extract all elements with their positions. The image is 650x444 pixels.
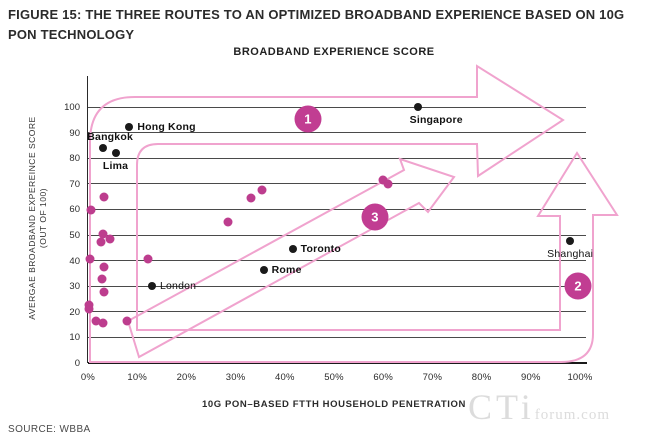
gridline — [88, 132, 586, 134]
gridline — [88, 234, 586, 236]
y-tick-label: 20 — [69, 306, 80, 318]
watermark-brand: CTi — [468, 387, 535, 427]
x-tick-label: 100% — [567, 372, 593, 383]
route-3-arrow-outline — [126, 157, 456, 359]
x-tick-label: 80% — [471, 372, 492, 383]
city-point-singapore — [413, 103, 422, 111]
data-point — [223, 217, 233, 227]
data-point — [98, 318, 108, 328]
data-point — [246, 193, 256, 203]
watermark: CTiforum.com — [468, 386, 610, 428]
data-point — [105, 234, 115, 244]
figure-title: FIGURE 15: THE THREE ROUTES TO AN OPTIMI… — [8, 7, 625, 42]
y-tick-label: 90 — [69, 127, 80, 139]
x-tick-label: 10% — [127, 372, 147, 383]
city-point-shanghai — [566, 236, 575, 245]
route-badge-1: 1 — [294, 105, 322, 133]
data-point — [96, 237, 106, 247]
data-point — [99, 192, 109, 202]
city-point-lima — [111, 149, 120, 158]
data-point — [84, 304, 94, 314]
x-tick-label: 50% — [324, 372, 344, 383]
route-1-and-2-arrow-outline — [89, 64, 619, 363]
city-label-toronto: Toronto — [300, 243, 341, 256]
y-tick-label: 80 — [69, 153, 80, 165]
gridline — [88, 106, 586, 108]
data-point — [91, 316, 101, 326]
city-label-shanghai: Shanghai — [547, 247, 594, 260]
x-tick-label: 70% — [422, 372, 443, 383]
data-point — [85, 254, 95, 264]
city-label-london: London — [159, 279, 197, 292]
y-tick-label: 70 — [69, 178, 80, 190]
data-point — [99, 262, 109, 272]
x-axis-label: 10G PON–BASED FTTH HOUSEHOLD PENETRATION — [202, 399, 466, 410]
gridline — [88, 285, 586, 287]
city-point-bangkok — [99, 143, 108, 152]
x-tick-label: 0% — [80, 372, 96, 383]
x-tick-label: 30% — [225, 372, 246, 383]
data-point — [86, 205, 96, 215]
gridline — [88, 208, 586, 210]
data-point — [383, 179, 393, 189]
data-point — [98, 229, 108, 239]
data-point — [378, 175, 388, 185]
route-badge-3: 3 — [361, 203, 389, 231]
gridline — [88, 260, 586, 262]
data-point — [97, 274, 107, 284]
data-point — [257, 185, 267, 195]
city-point-hong-kong — [125, 123, 134, 132]
gridline — [88, 336, 586, 338]
y-tick-label: 0 — [74, 358, 80, 369]
city-point-london — [147, 281, 156, 290]
city-label-bangkok: Bangkok — [87, 130, 133, 143]
y-tick-label: 60 — [69, 204, 80, 216]
city-point-toronto — [288, 245, 297, 254]
x-tick-label: 90% — [520, 372, 541, 383]
y-axis-line — [87, 76, 88, 363]
y-tick-label: 100 — [64, 102, 80, 113]
city-label-hong-kong: Hong Kong — [137, 121, 196, 134]
y-tick-label: 30 — [69, 281, 80, 293]
gridline — [88, 157, 586, 159]
city-label-lima: Lima — [102, 160, 129, 173]
y-tick-label: 10 — [69, 332, 80, 344]
gridline — [88, 183, 586, 185]
data-point — [99, 287, 109, 297]
city-label-rome: Rome — [271, 264, 302, 277]
route-badge-2: 2 — [564, 272, 592, 300]
watermark-suffix: forum.com — [534, 407, 610, 423]
city-point-rome — [259, 266, 268, 275]
chart-title: BROADBAND EXPERIENCE SCORE — [233, 46, 435, 58]
source-text: SOURCE: WBBA — [8, 424, 91, 435]
x-tick-label: 20% — [176, 372, 197, 383]
data-point — [122, 316, 132, 326]
city-label-singapore: Singapore — [409, 114, 463, 126]
gridline — [88, 311, 586, 313]
data-point — [143, 254, 153, 264]
y-tick-label: 50 — [69, 230, 80, 241]
y-tick-label: 40 — [69, 255, 80, 267]
x-tick-label: 40% — [274, 372, 295, 383]
x-tick-label: 60% — [373, 372, 393, 383]
